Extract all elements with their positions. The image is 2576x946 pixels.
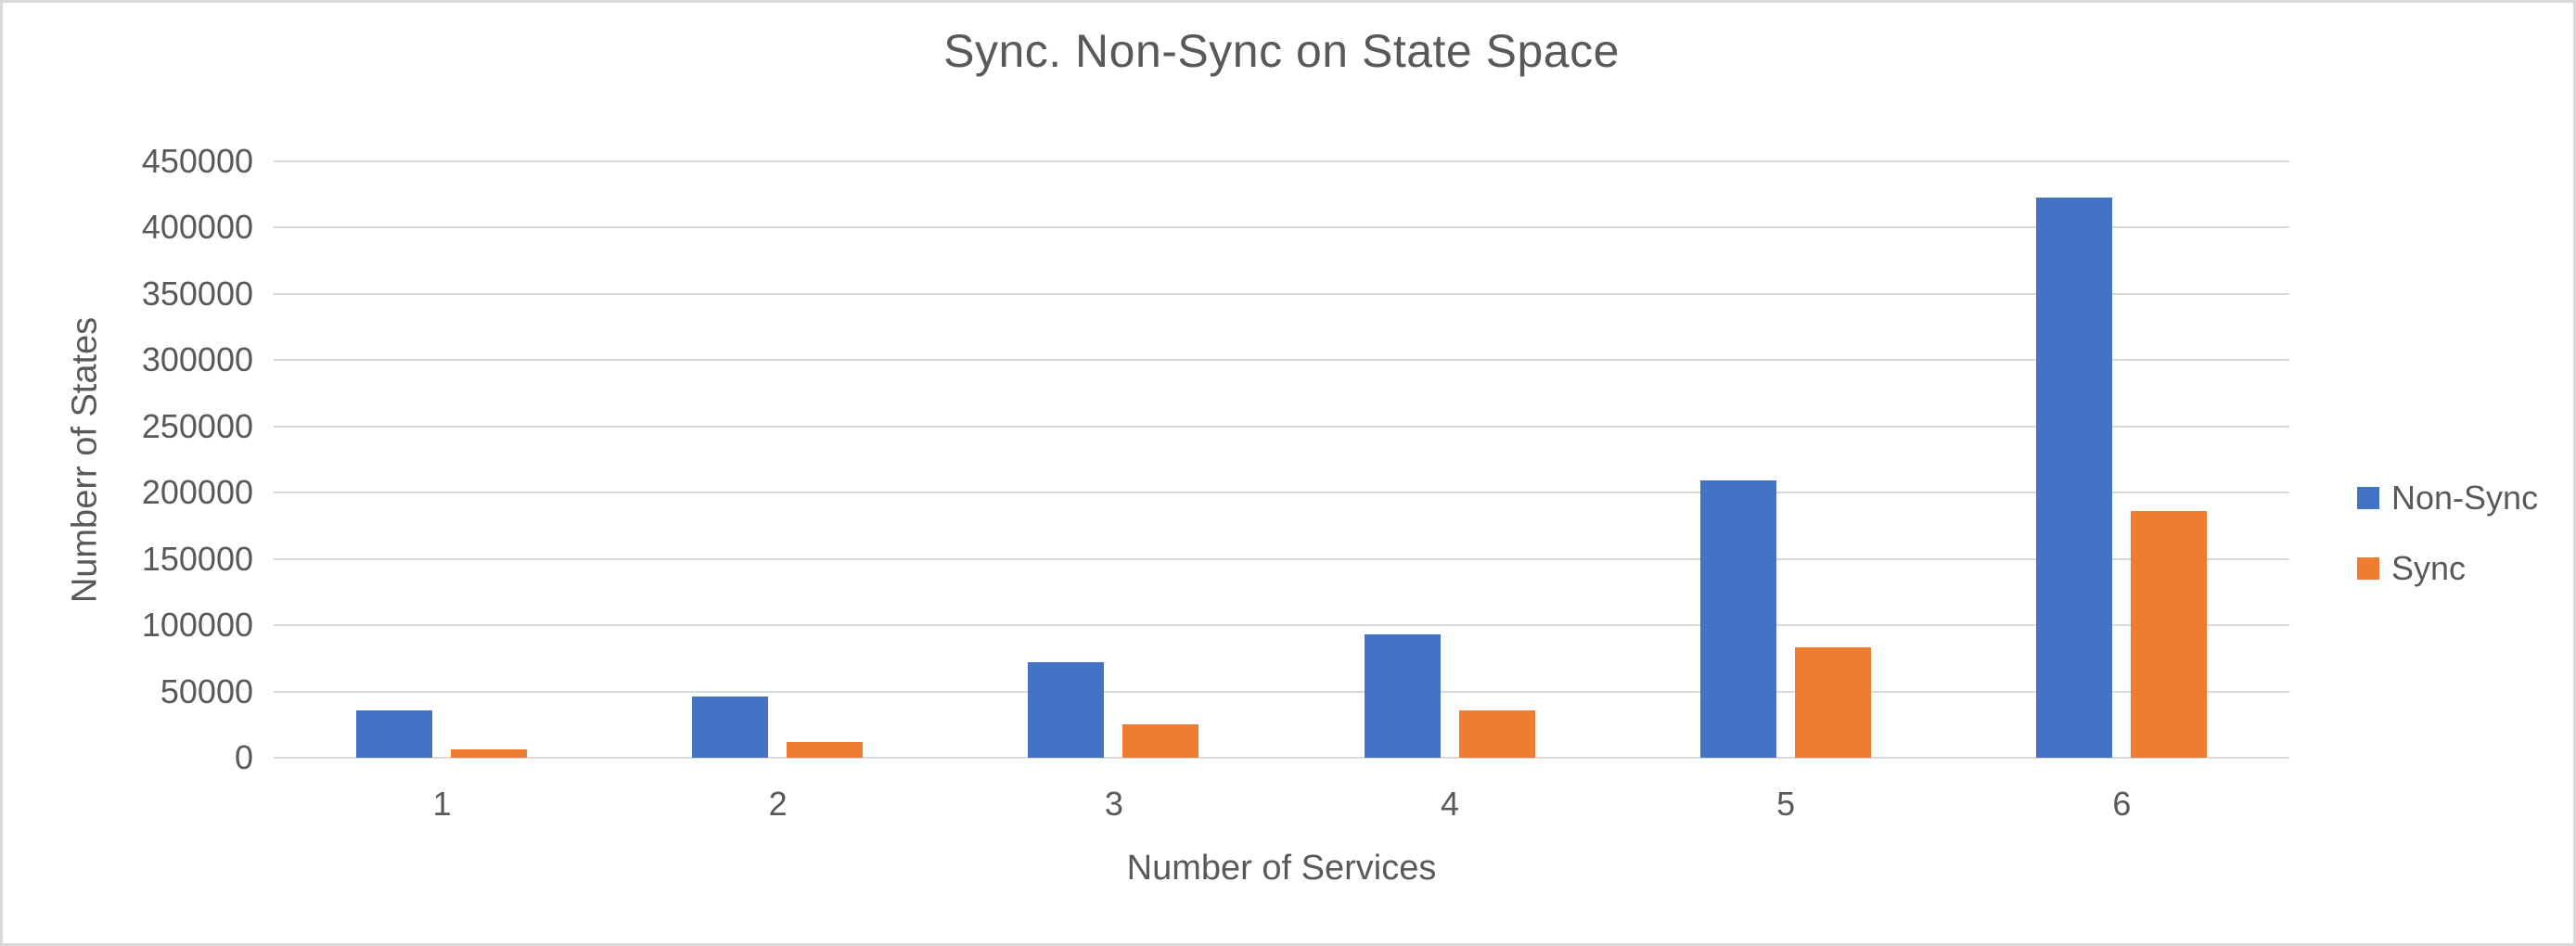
bar-non-sync-category-5 bbox=[1699, 480, 1776, 758]
bar-non-sync-category-1 bbox=[356, 710, 433, 758]
gridline-150000 bbox=[274, 557, 2289, 560]
gridline-100000 bbox=[274, 624, 2289, 627]
bar-sync-category-4 bbox=[1458, 710, 1535, 758]
x-tick-label-6: 6 bbox=[2112, 785, 2132, 823]
gridline-450000 bbox=[274, 160, 2289, 162]
bar-sync-category-2 bbox=[787, 741, 864, 758]
sync-swatch-icon bbox=[2357, 557, 2379, 580]
y-tick-label-50000: 50000 bbox=[160, 671, 253, 710]
gridline-50000 bbox=[274, 690, 2289, 693]
legend-label-sync: Sync bbox=[2391, 549, 2467, 587]
legend: Non-Sync Sync bbox=[2357, 478, 2538, 619]
plot-area bbox=[274, 160, 2289, 759]
bar-sync-category-5 bbox=[1794, 647, 1871, 758]
x-tick-label-2: 2 bbox=[768, 785, 788, 823]
y-tick-label-300000: 300000 bbox=[141, 340, 253, 379]
gridline-400000 bbox=[274, 226, 2289, 229]
y-tick-label-250000: 250000 bbox=[141, 406, 253, 445]
y-tick-label-400000: 400000 bbox=[141, 208, 253, 247]
legend-label-non-sync: Non-Sync bbox=[2391, 479, 2539, 517]
y-tick-label-0: 0 bbox=[234, 738, 253, 776]
y-tick-label-350000: 350000 bbox=[141, 274, 253, 313]
y-tick-label-150000: 150000 bbox=[141, 539, 253, 578]
bar-non-sync-category-2 bbox=[692, 697, 769, 758]
non-sync-swatch-icon bbox=[2357, 487, 2379, 509]
x-tick-label-5: 5 bbox=[1776, 785, 1796, 823]
bar-non-sync-category-3 bbox=[1028, 662, 1105, 758]
gridline-250000 bbox=[274, 425, 2289, 428]
bar-sync-category-3 bbox=[1122, 724, 1199, 758]
gridline-300000 bbox=[274, 359, 2289, 362]
x-tick-label-3: 3 bbox=[1104, 785, 1123, 823]
bar-sync-category-6 bbox=[2130, 511, 2207, 758]
y-tick-label-450000: 450000 bbox=[141, 142, 253, 180]
y-tick-label-200000: 200000 bbox=[141, 473, 253, 512]
bar-sync-category-1 bbox=[451, 749, 528, 758]
y-axis-title: Numberr of States bbox=[65, 316, 105, 604]
gridline-200000 bbox=[274, 492, 2289, 494]
bar-non-sync-category-6 bbox=[2035, 197, 2112, 758]
gridline-0 bbox=[274, 757, 2289, 759]
legend-item-sync: Sync bbox=[2357, 548, 2538, 589]
y-tick-label-100000: 100000 bbox=[141, 606, 253, 645]
chart-title: Sync. Non-Sync on State Space bbox=[943, 25, 1620, 77]
bar-non-sync-category-4 bbox=[1364, 634, 1441, 758]
x-axis-title: Number of Services bbox=[1126, 849, 1437, 888]
x-tick-label-4: 4 bbox=[1440, 785, 1460, 823]
legend-item-non-sync: Non-Sync bbox=[2357, 478, 2538, 518]
gridline-350000 bbox=[274, 292, 2289, 295]
x-tick-label-1: 1 bbox=[432, 785, 452, 823]
